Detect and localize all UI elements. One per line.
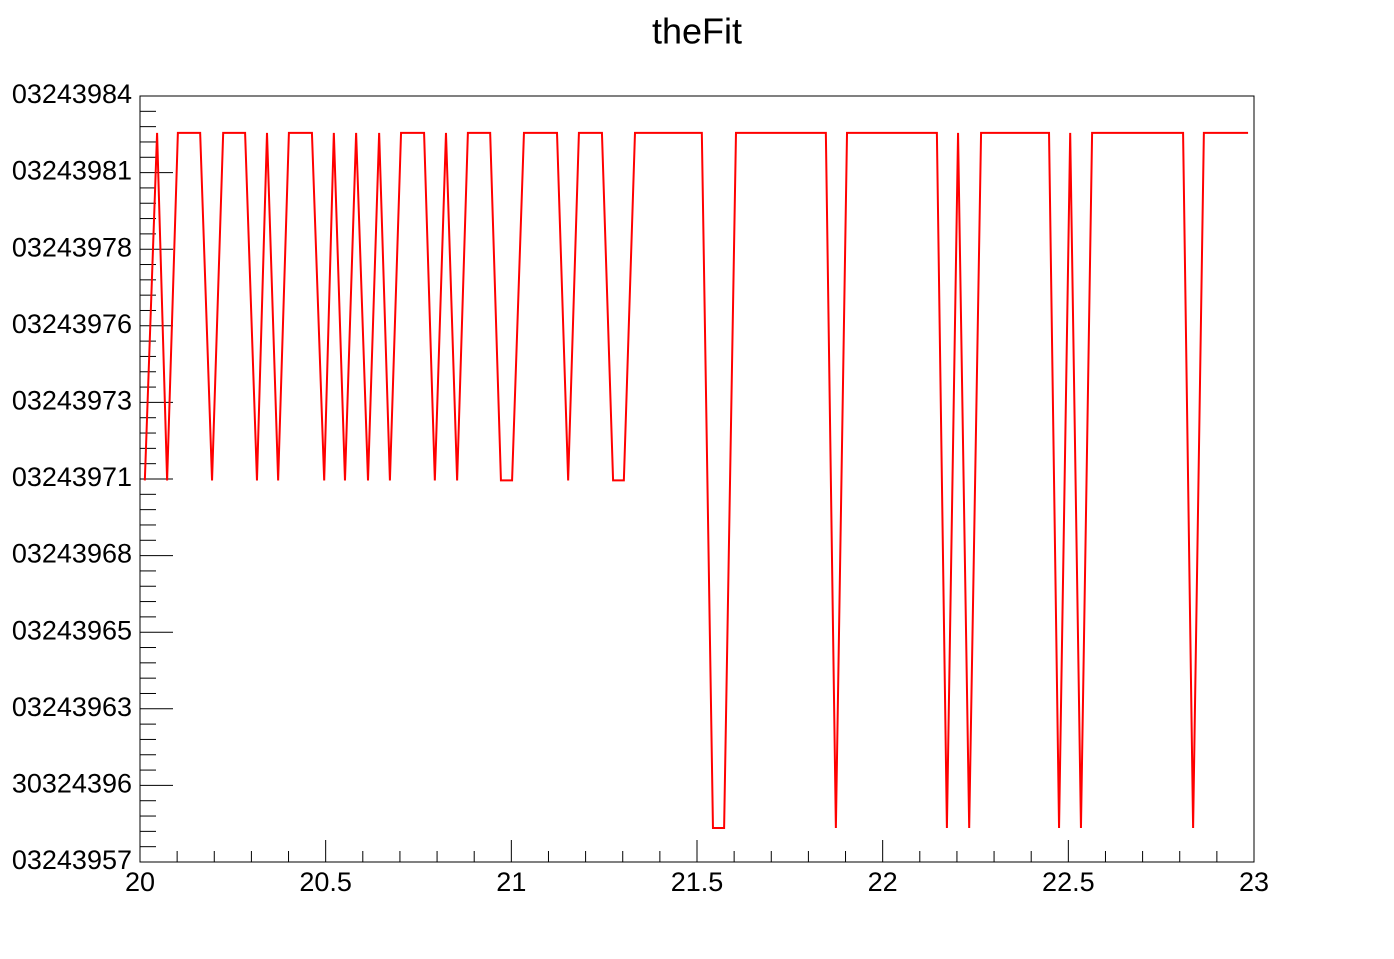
chart-title: theFit xyxy=(652,11,742,52)
y-tick-label: 03243965 xyxy=(12,615,132,645)
x-tick-label: 20.5 xyxy=(299,867,352,897)
y-tick-label: 03243963 xyxy=(12,692,132,722)
x-tick-label: 21 xyxy=(496,867,526,897)
y-tick-label: 03243957 xyxy=(12,845,132,875)
x-tick-label: 20 xyxy=(125,867,155,897)
y-tick-label: 03243984 xyxy=(12,79,132,109)
x-tick-label: 23 xyxy=(1239,867,1269,897)
y-tick-label: 03243981 xyxy=(12,156,132,186)
x-tick-label: 22.5 xyxy=(1042,867,1095,897)
y-tick-label: 30324396 xyxy=(12,769,132,799)
fit-line xyxy=(143,131,1249,829)
x-tick-label: 21.5 xyxy=(671,867,724,897)
y-tick-label: 03243978 xyxy=(12,232,132,262)
y-tick-label: 03243968 xyxy=(12,539,132,569)
x-tick-label: 22 xyxy=(868,867,898,897)
y-tick-label: 03243971 xyxy=(12,462,132,492)
y-tick-label: 03243976 xyxy=(12,309,132,339)
y-tick-label: 03243973 xyxy=(12,386,132,416)
